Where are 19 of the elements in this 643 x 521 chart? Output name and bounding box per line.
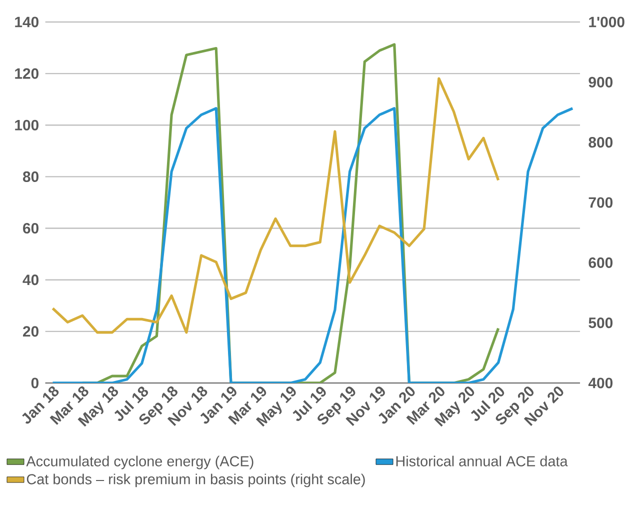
y-tick-label: 40 xyxy=(22,274,38,286)
y-tick-label: 120 xyxy=(15,68,38,79)
y-tick-label: 60 xyxy=(23,222,38,234)
y2-tick-label: 600 xyxy=(588,257,613,268)
legend-label: Cat bonds – risk premium in basis points (right scale) xyxy=(26,474,365,488)
y-tick-label: 0 xyxy=(31,378,38,388)
y2-tick-label: 500 xyxy=(588,318,613,328)
y-tick-label: 100 xyxy=(15,120,38,130)
y-tick-label: 140 xyxy=(15,16,38,28)
y-tick-label: 20 xyxy=(23,326,38,337)
y2-tick-label: 1'000 xyxy=(589,16,624,28)
line-series xyxy=(51,77,500,334)
y2-tick-label: 400 xyxy=(588,378,613,388)
y-tick-label: 80 xyxy=(22,171,38,182)
y2-tick-label: 800 xyxy=(588,137,613,148)
y2-tick-label: 900 xyxy=(588,76,613,88)
legend-label: Historical annual ACE data xyxy=(396,456,568,466)
legend-label: Accumulated cyclone energy (ACE) xyxy=(26,456,254,470)
y2-tick-label: 700 xyxy=(588,197,613,208)
